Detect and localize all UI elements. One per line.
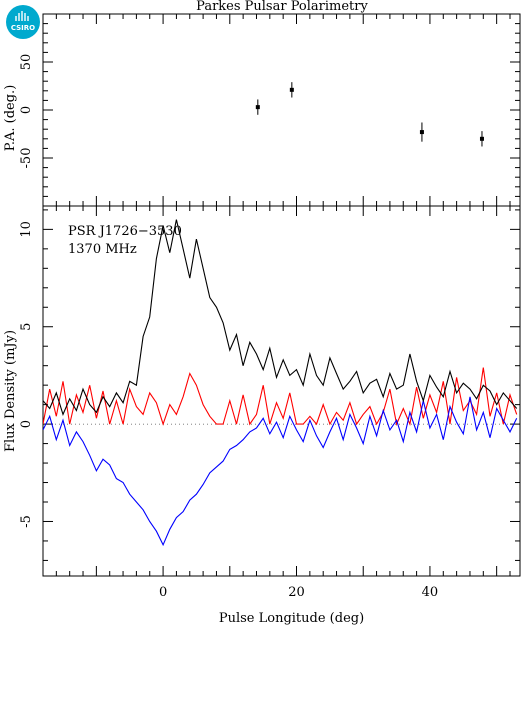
total-intensity-line [43, 219, 518, 416]
flux-y-tick-label: 5 [19, 323, 34, 331]
pa-y-tick-label: 0 [19, 106, 34, 114]
x-tick-label: 20 [288, 585, 305, 600]
circular-intensity-line [43, 396, 518, 547]
pa-panel: -50 0 50P.A. (deg.) [3, 13, 521, 207]
flux-frame [42, 205, 521, 577]
pa-point [255, 105, 260, 110]
flux-y-tick-label: 10 [19, 221, 34, 238]
x-axis-label: Pulse Longitude (deg) [219, 611, 364, 626]
pa-y-tick-label: 50 [19, 54, 34, 71]
pa-y-tick-label: -50 [19, 148, 34, 169]
x-tick-label: 0 [159, 585, 167, 600]
linear-intensity-line [43, 367, 518, 427]
pulsar-name-label: PSR J1726−3530 [68, 224, 182, 239]
frequency-label: 1370 MHz [68, 242, 137, 257]
flux-y-tick-label: -5 [19, 515, 34, 528]
figure-title: Parkes Pulsar Polarimetry [196, 0, 368, 14]
pa-point [289, 87, 294, 92]
logo-text: CSIRO [11, 24, 35, 32]
pa-frame [42, 13, 521, 207]
pa-point [479, 136, 484, 141]
logo-bars [15, 11, 29, 21]
pa-point [419, 130, 424, 135]
flux-panel: 0 20 40 -5 0 5 10 Flux Density (mJy) Pulse Longi… [3, 205, 521, 626]
flux-axis-label: Flux Density (mJy) [3, 330, 18, 452]
flux-y-tick-label: 0 [19, 420, 34, 428]
csiro-logo-icon: CSIRO [6, 5, 40, 39]
logo-circle [6, 5, 40, 39]
pa-axis-label: P.A. (deg.) [3, 85, 18, 152]
x-tick-label: 40 [422, 585, 439, 600]
